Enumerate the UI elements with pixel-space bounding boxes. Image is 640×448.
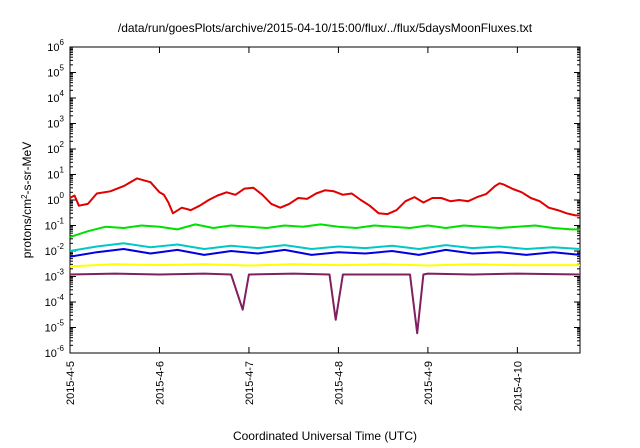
y-tick-label-exp: 6 [60, 38, 65, 47]
y-tick-label-exp: 3 [60, 115, 65, 124]
x-axis-label: Coordinated Universal Time (UTC) [233, 429, 417, 443]
y-tick-label-base: 10 [47, 42, 59, 54]
x-tick-label: 2015-4-7 [244, 361, 256, 405]
x-axis-ticks: 2015-4-5 2015-4-6 2015-4-7 2015-4-8 2015-4-9… [65, 47, 524, 411]
y-tick-label: 101 [47, 166, 64, 182]
y-tick-label-base: 10 [45, 348, 57, 360]
y-axis-label: protons/cm2-s-sr-MeV [20, 142, 35, 258]
y-tick-label-exp: 2 [60, 140, 65, 149]
y-tick-label-base: 10 [47, 144, 59, 156]
y-tick-label-base: 10 [45, 246, 57, 258]
y-tick-label-exp: 5 [60, 64, 65, 73]
y-tick-label-exp: -2 [57, 242, 65, 251]
y-tick-label-exp: 4 [60, 89, 65, 98]
y-tick-label-exp: -6 [57, 344, 65, 353]
x-tick-label: 2015-4-5 [65, 361, 77, 405]
series-line-6 [69, 272, 581, 335]
y-tick-label: 10-4 [45, 293, 65, 309]
y-tick-label: 10-1 [45, 217, 65, 233]
y-axis-label-prefix: protons/cm [20, 199, 34, 258]
y-tick-label-exp: -1 [57, 217, 65, 226]
y-tick-label: 10-6 [45, 344, 65, 360]
plot-frame [69, 46, 581, 354]
y-tick-label-base: 10 [47, 68, 59, 80]
series-line-1 [69, 177, 580, 217]
y-tick-label-base: 10 [45, 272, 57, 284]
y-axis-label-sup: 2 [20, 194, 29, 199]
y-tick-label-base: 10 [45, 221, 57, 233]
y-tick-label: 10-2 [45, 242, 65, 258]
series-line-3 [69, 242, 581, 252]
x-tick-label: 2015-4-8 [333, 361, 345, 405]
y-tick-label-exp: -5 [57, 319, 65, 328]
series-line-4 [69, 248, 581, 258]
series-line-2 [69, 223, 580, 239]
y-tick-label: 102 [47, 140, 64, 156]
y-tick-label: 10-3 [45, 268, 65, 284]
y-tick-label-exp: -4 [57, 293, 65, 302]
y-axis-ticks: 10610510410310210110010-110-210-310-410-… [45, 38, 580, 360]
y-tick-label-base: 10 [47, 195, 59, 207]
y-tick-label: 105 [47, 64, 64, 80]
chart-title: /data/run/goesPlots/archive/2015-04-10/1… [118, 21, 533, 35]
y-tick-label-base: 10 [45, 297, 57, 309]
y-tick-label: 103 [47, 115, 64, 131]
x-tick-label: 2015-4-6 [154, 361, 166, 405]
y-tick-label: 104 [47, 89, 64, 105]
y-tick-label-exp: 1 [60, 166, 65, 175]
y-tick-label: 10-5 [45, 319, 65, 335]
x-tick-label: 2015-4-9 [423, 361, 435, 405]
y-tick-label: 100 [47, 191, 64, 207]
y-tick-label-exp: -3 [57, 268, 65, 277]
y-tick-label-base: 10 [47, 170, 59, 182]
y-tick-label-base: 10 [47, 93, 59, 105]
y-tick-label-base: 10 [47, 119, 59, 131]
series-line-5 [69, 263, 580, 268]
y-tick-label-exp: 0 [60, 191, 65, 200]
series-group [69, 177, 581, 335]
y-tick-label-base: 10 [45, 323, 57, 335]
x-tick-label: 2015-4-10 [512, 361, 524, 411]
y-tick-label: 106 [47, 38, 64, 54]
y-axis-label-suffix: -s-sr-MeV [20, 142, 34, 195]
